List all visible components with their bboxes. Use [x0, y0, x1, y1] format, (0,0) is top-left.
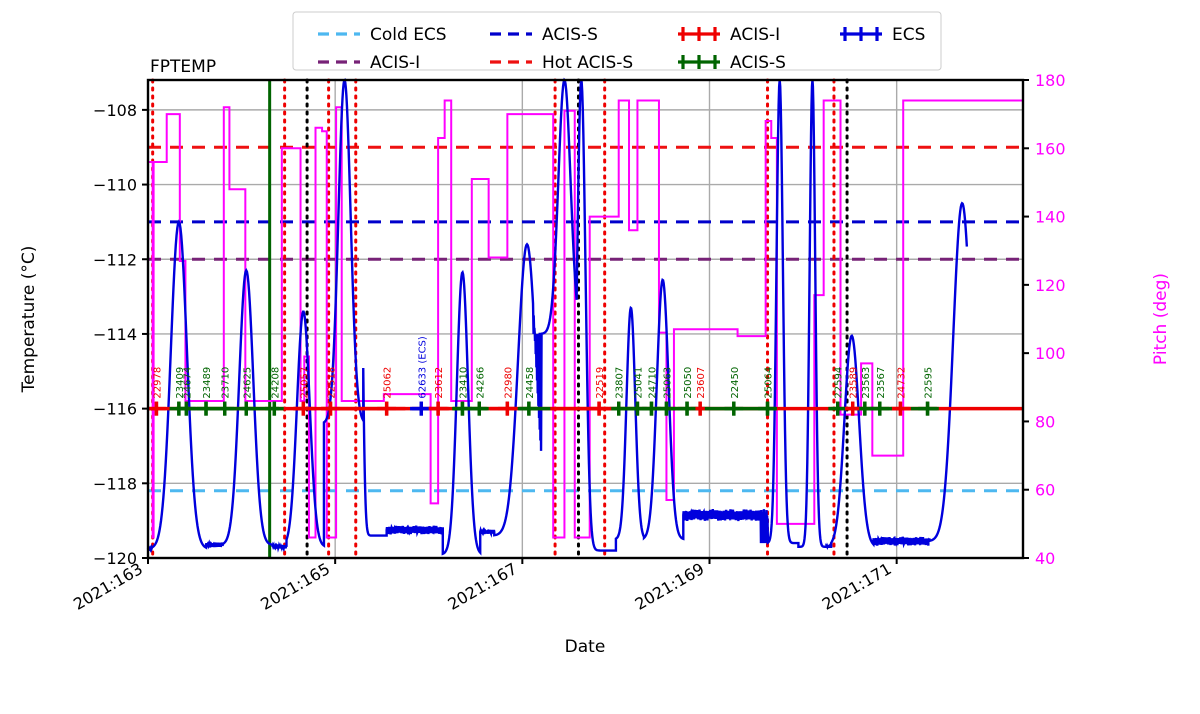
obsid-label: 22450: [730, 367, 741, 399]
y-tick-label-right: 160: [1035, 139, 1066, 158]
obsid-label: 22594: [834, 367, 845, 399]
page-title: FPTEMP: [150, 57, 216, 77]
legend-box: [292, 11, 942, 71]
y-tick-label: −116: [93, 400, 137, 419]
obsid-label: 25057: [299, 367, 310, 399]
obsid-label: 23410: [458, 367, 469, 399]
legend-label: ACIS-I: [730, 25, 780, 45]
legend-label: ACIS-I: [370, 53, 420, 73]
obsid-label: 62633 (ECS): [417, 336, 428, 399]
threshold-lines: [148, 145, 1023, 493]
axes-frame: [146, 78, 1025, 560]
obsid-label: 24625: [242, 367, 253, 399]
obsid-label: 23489: [202, 367, 213, 399]
pitch-curve: [148, 99, 1023, 539]
y-tick-label: −108: [93, 101, 137, 120]
y-tick-label: −110: [93, 176, 137, 195]
obsid-label: 22595: [924, 367, 935, 399]
y-tick-label-right: 140: [1035, 208, 1066, 227]
obsid-label: 24674: [182, 367, 193, 399]
obsid-label: 22978: [152, 367, 163, 399]
y-tick-label-right: 80: [1035, 412, 1055, 431]
legend-label: Cold ECS: [370, 25, 447, 45]
obsid-label: 23607: [696, 367, 707, 399]
obsid-label: 25062: [383, 367, 394, 399]
obsid-label: 22519: [595, 367, 606, 399]
y-tick-label-right: 40: [1035, 549, 1055, 568]
y-axis-label-right: Pitch (deg): [1151, 273, 1171, 365]
y-tick-label-right: 60: [1035, 481, 1055, 500]
y-tick-label: −114: [93, 325, 137, 344]
obsid-label: 24710: [647, 367, 658, 399]
legend-label: ACIS-S: [542, 25, 598, 45]
obsid-label: 25064: [764, 367, 775, 399]
legend-label: ECS: [892, 25, 925, 45]
obsid-label: 24458: [525, 367, 536, 399]
y-tick-label-right: 180: [1035, 71, 1066, 90]
obsid-label: 22980: [503, 367, 514, 399]
obsid-label: 23409: [175, 367, 186, 399]
y-tick-label: −112: [93, 250, 137, 269]
vertical-marker-lines: [151, 78, 849, 560]
obsid-label: 23807: [615, 367, 626, 399]
obsid-interval-bars: [148, 401, 1023, 416]
y-axis-label: Temperature (°C): [19, 246, 39, 394]
x-axis-label: Date: [565, 637, 606, 657]
y-tick-label-right: 120: [1035, 276, 1066, 295]
fptemp-curve: [146, 77, 969, 556]
legend: Cold ECS ACIS-S ACIS-I ECS ACIS-I Hot ACIS-S A…: [292, 11, 942, 73]
obsid-label: 24208: [270, 367, 281, 399]
obsid-label: 24732: [896, 367, 907, 399]
obsid-label: 25041: [633, 367, 644, 399]
obsid-label: 25063: [662, 367, 673, 399]
obsid-label: 23567: [876, 367, 887, 399]
legend-label: Hot ACIS-S: [542, 53, 633, 73]
y-tick-label-right: 100: [1035, 344, 1066, 363]
obsid-label: 23612: [434, 367, 445, 399]
obsid-label: 24266: [475, 367, 486, 399]
obsid-label: 23589: [849, 367, 860, 399]
obsid-label: 23710: [221, 367, 232, 399]
obsid-label: 25050: [683, 367, 694, 399]
y-tick-label: −120: [93, 549, 137, 568]
y-tick-label: −118: [93, 474, 137, 493]
legend-label: ACIS-S: [730, 53, 786, 73]
axis-ticks: [142, 79, 1029, 564]
obsid-label: 23563: [861, 367, 872, 399]
obsid-label: 22518: [326, 367, 337, 399]
